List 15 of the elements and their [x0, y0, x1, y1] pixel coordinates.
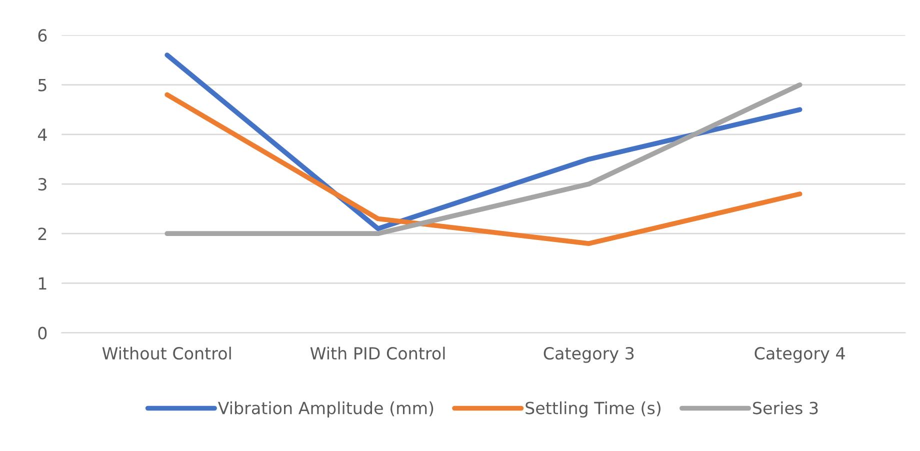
x-tick-label: Without Control	[102, 346, 231, 360]
line-series	[164, 52, 802, 232]
x-tick-label: Category 4	[754, 347, 845, 363]
x-tick-label: With PID Control	[310, 346, 445, 360]
y-tick-label: 0	[38, 326, 47, 340]
y-tick-label: 6	[38, 29, 47, 42]
legend-label: Settling Time (s)	[526, 401, 660, 418]
x-tick-label: Category 3	[544, 347, 634, 363]
y-tick-label: 4	[38, 128, 47, 141]
legend-label: Series 3	[753, 401, 818, 414]
y-tick-label: 2	[38, 228, 46, 240]
y-tick-label: 1	[38, 277, 46, 290]
y-tick-label: 3	[38, 178, 46, 191]
legend-label: Vibration Amplitude (mm)	[218, 401, 434, 418]
y-tick-label: 5	[38, 78, 46, 92]
